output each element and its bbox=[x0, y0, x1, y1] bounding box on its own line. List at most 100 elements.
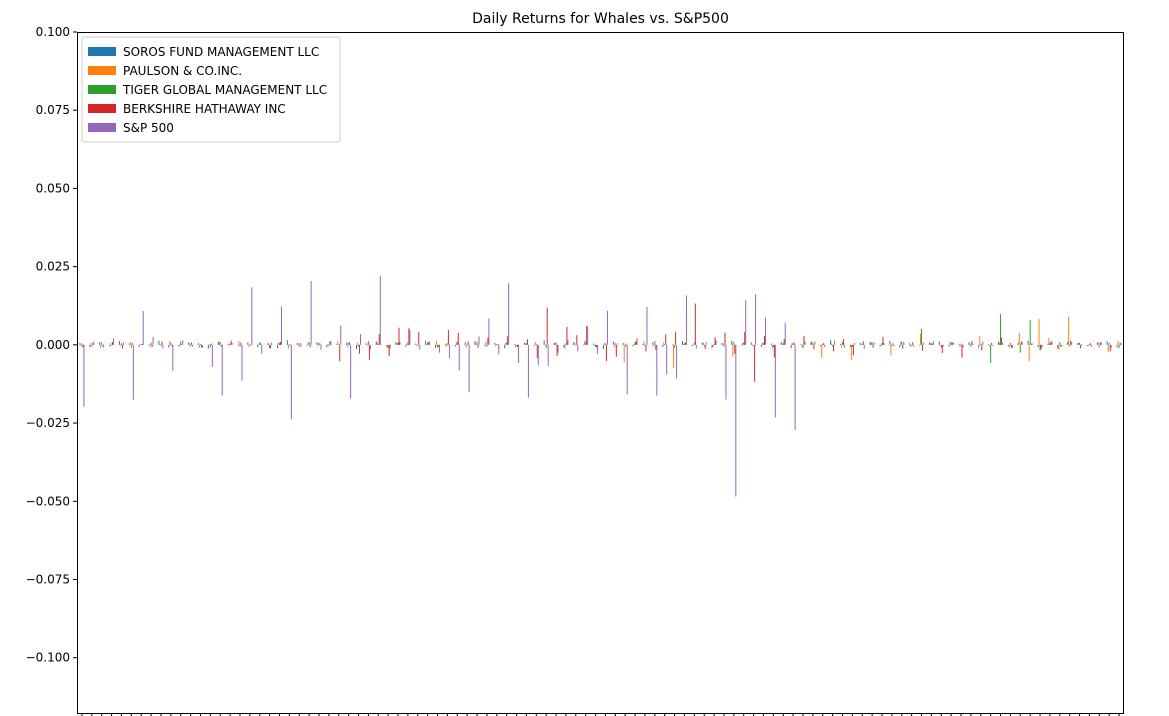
bar bbox=[634, 342, 636, 345]
bar bbox=[221, 344, 223, 396]
bar bbox=[120, 343, 122, 345]
y-tick-label: 0.000 bbox=[36, 338, 70, 352]
bar bbox=[508, 283, 510, 345]
bar bbox=[744, 332, 746, 345]
bar bbox=[278, 343, 280, 345]
bar bbox=[760, 344, 762, 347]
bar bbox=[810, 342, 812, 345]
bar bbox=[614, 342, 616, 345]
bar bbox=[426, 344, 428, 345]
bar bbox=[557, 344, 559, 353]
bar bbox=[199, 343, 201, 345]
bar bbox=[495, 344, 497, 347]
bar bbox=[1096, 342, 1098, 345]
bar bbox=[170, 342, 172, 345]
bar bbox=[181, 344, 183, 345]
bar bbox=[999, 342, 1001, 345]
bar bbox=[386, 344, 388, 349]
bar bbox=[684, 342, 686, 345]
bar bbox=[102, 344, 104, 347]
bar bbox=[288, 343, 290, 345]
bar bbox=[584, 340, 586, 345]
bar bbox=[534, 342, 536, 345]
bar bbox=[1030, 343, 1032, 345]
y-tick-label: 0.050 bbox=[36, 181, 70, 195]
bar bbox=[990, 344, 992, 363]
bar bbox=[642, 343, 644, 345]
bar bbox=[773, 344, 775, 358]
bar bbox=[622, 342, 624, 345]
bar bbox=[498, 344, 500, 355]
bar bbox=[408, 328, 410, 345]
bar bbox=[567, 340, 569, 345]
bar bbox=[860, 343, 862, 345]
bar bbox=[794, 344, 796, 430]
bar bbox=[409, 329, 411, 345]
bar bbox=[691, 344, 693, 347]
bar bbox=[745, 300, 747, 345]
bar bbox=[1099, 342, 1101, 345]
bar bbox=[121, 344, 123, 349]
bar bbox=[230, 340, 232, 345]
bar bbox=[438, 344, 440, 347]
bar bbox=[1018, 332, 1020, 345]
bar bbox=[350, 344, 352, 399]
bar bbox=[289, 344, 291, 346]
bar bbox=[81, 343, 83, 345]
bar bbox=[346, 342, 348, 345]
bar bbox=[150, 342, 152, 345]
bar bbox=[1077, 343, 1079, 345]
bar bbox=[418, 331, 420, 345]
bar bbox=[537, 344, 539, 366]
bar bbox=[523, 342, 525, 345]
bar bbox=[378, 334, 380, 345]
bar bbox=[981, 344, 983, 351]
bar bbox=[612, 341, 614, 345]
bar bbox=[969, 343, 971, 345]
bar bbox=[458, 344, 460, 371]
bar bbox=[762, 343, 764, 345]
bar bbox=[721, 343, 723, 345]
bar bbox=[505, 342, 507, 345]
bar bbox=[980, 343, 982, 345]
bar bbox=[99, 342, 101, 345]
bar bbox=[791, 342, 793, 345]
bar bbox=[635, 341, 637, 345]
bar bbox=[369, 344, 371, 350]
bar bbox=[849, 344, 851, 348]
bar bbox=[742, 342, 744, 345]
bar bbox=[298, 344, 300, 348]
bar bbox=[407, 343, 409, 345]
bar bbox=[909, 343, 911, 345]
bar bbox=[101, 342, 103, 345]
bar bbox=[1047, 343, 1049, 345]
bar bbox=[543, 340, 545, 345]
bar bbox=[92, 343, 94, 345]
legend-label: S&P 500 bbox=[123, 121, 174, 135]
bar bbox=[1067, 342, 1069, 345]
bar bbox=[507, 336, 509, 345]
bar bbox=[200, 344, 202, 348]
bar bbox=[841, 344, 842, 348]
bar bbox=[149, 344, 151, 348]
bar bbox=[455, 342, 457, 345]
bar bbox=[961, 344, 963, 358]
bar bbox=[396, 343, 398, 345]
bar bbox=[655, 344, 657, 350]
bar bbox=[444, 343, 446, 345]
bar bbox=[606, 310, 608, 345]
bar bbox=[1078, 342, 1080, 345]
bar bbox=[151, 344, 153, 348]
bar bbox=[1020, 341, 1022, 345]
bar bbox=[251, 287, 253, 345]
bar bbox=[336, 344, 338, 345]
bar bbox=[879, 344, 881, 347]
bar bbox=[1120, 343, 1122, 345]
bar bbox=[1028, 344, 1030, 362]
legend-label: BERKSHIRE HATHAWAY INC bbox=[123, 102, 286, 116]
bar bbox=[237, 344, 239, 346]
bar bbox=[912, 342, 914, 345]
bar bbox=[998, 341, 1000, 345]
bar bbox=[872, 344, 874, 348]
bar bbox=[227, 343, 229, 345]
